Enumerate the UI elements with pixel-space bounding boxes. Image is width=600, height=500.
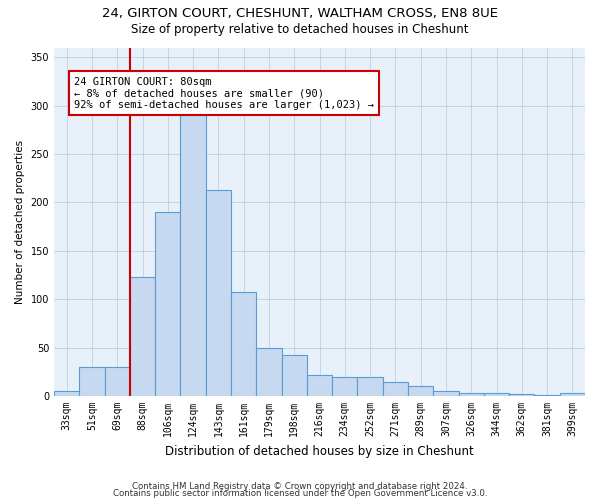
Bar [256,348,281,396]
Bar [408,386,433,396]
Bar [358,376,383,396]
Bar [560,393,585,396]
Bar [433,391,458,396]
Bar [509,394,535,396]
Bar [281,356,307,396]
Bar [458,393,484,396]
Bar [535,395,560,396]
Text: 24, GIRTON COURT, CHESHUNT, WALTHAM CROSS, EN8 8UE: 24, GIRTON COURT, CHESHUNT, WALTHAM CROS… [102,8,498,20]
Text: Size of property relative to detached houses in Cheshunt: Size of property relative to detached ho… [131,22,469,36]
Bar [484,393,509,396]
Bar [130,277,155,396]
Bar [206,190,231,396]
Bar [307,375,332,396]
Bar [231,292,256,396]
Bar [332,376,358,396]
Bar [54,391,79,396]
Bar [104,367,130,396]
Bar [79,367,104,396]
Bar [383,382,408,396]
Bar [181,110,206,396]
Text: Contains HM Land Registry data © Crown copyright and database right 2024.: Contains HM Land Registry data © Crown c… [132,482,468,491]
X-axis label: Distribution of detached houses by size in Cheshunt: Distribution of detached houses by size … [165,444,474,458]
Text: Contains public sector information licensed under the Open Government Licence v3: Contains public sector information licen… [113,490,487,498]
Text: 24 GIRTON COURT: 80sqm
← 8% of detached houses are smaller (90)
92% of semi-deta: 24 GIRTON COURT: 80sqm ← 8% of detached … [74,76,374,110]
Bar [155,212,181,396]
Y-axis label: Number of detached properties: Number of detached properties [15,140,25,304]
